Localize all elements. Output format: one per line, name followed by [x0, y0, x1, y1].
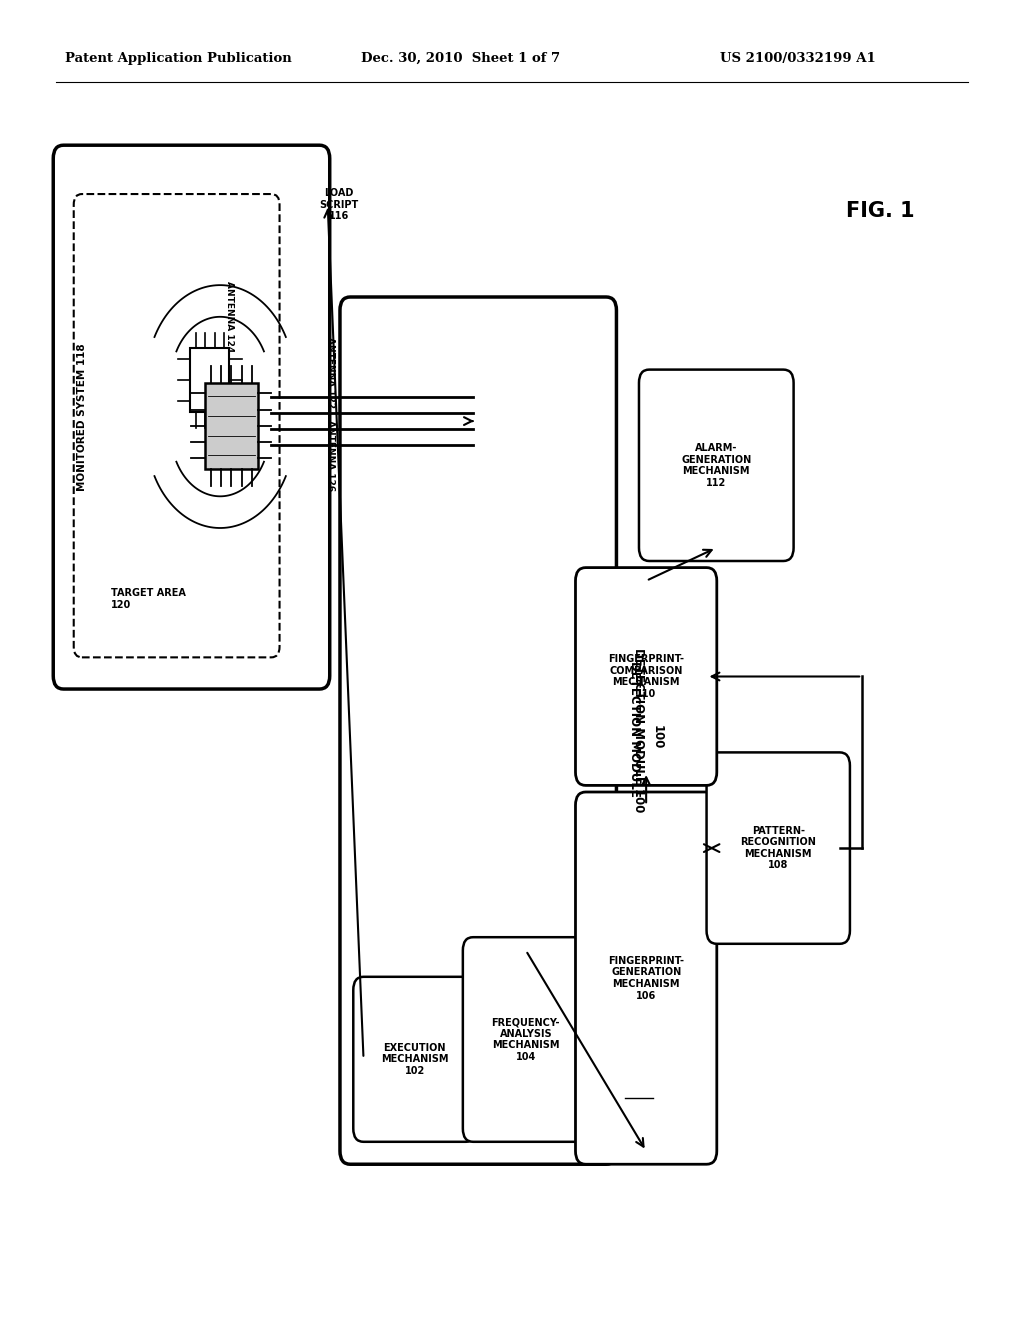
Text: FINGERPRINT-
GENERATION
MECHANISM
106: FINGERPRINT- GENERATION MECHANISM 106: [608, 956, 684, 1001]
Text: Dec. 30, 2010  Sheet 1 of 7: Dec. 30, 2010 Sheet 1 of 7: [361, 51, 560, 65]
Text: FREQUENCY-
ANALYSIS
MECHANISM
104: FREQUENCY- ANALYSIS MECHANISM 104: [492, 1018, 560, 1061]
FancyBboxPatch shape: [639, 370, 794, 561]
Text: ANTENNA 124: ANTENNA 124: [225, 281, 234, 352]
Text: TARGET AREA
120: TARGET AREA 120: [111, 589, 185, 610]
Text: Patent Application Publication: Patent Application Publication: [65, 51, 291, 65]
Text: ALARM-
GENERATION
MECHANISM
112: ALARM- GENERATION MECHANISM 112: [681, 444, 752, 487]
Text: FINGERPRINT-
COMPARISON
MECHANISM
110: FINGERPRINT- COMPARISON MECHANISM 110: [608, 655, 684, 698]
FancyBboxPatch shape: [575, 792, 717, 1164]
FancyBboxPatch shape: [353, 977, 476, 1142]
FancyBboxPatch shape: [53, 145, 330, 689]
Text: FIG. 1: FIG. 1: [846, 201, 915, 222]
Text: US 2100/0332199 A1: US 2100/0332199 A1: [720, 51, 876, 65]
FancyBboxPatch shape: [74, 194, 280, 657]
FancyBboxPatch shape: [463, 937, 589, 1142]
FancyBboxPatch shape: [575, 568, 717, 785]
Text: EXECUTION
MECHANISM
102: EXECUTION MECHANISM 102: [381, 1043, 449, 1076]
FancyBboxPatch shape: [707, 752, 850, 944]
Text: ANTENNA 126: ANTENNA 126: [326, 420, 335, 491]
Text: 100: 100: [651, 725, 664, 750]
Text: MONITORED SYSTEM 118: MONITORED SYSTEM 118: [77, 343, 87, 491]
Text: PATTERN-
RECOGNITION
MECHANISM
108: PATTERN- RECOGNITION MECHANISM 108: [740, 826, 816, 870]
FancyBboxPatch shape: [205, 383, 258, 469]
FancyBboxPatch shape: [340, 297, 616, 1164]
Text: ANTENNA 122: ANTENNA 122: [326, 337, 335, 408]
Text: LOAD
SCRIPT
116: LOAD SCRIPT 116: [319, 187, 358, 222]
Text: DETECTION MODULE: DETECTION MODULE: [629, 660, 641, 801]
Text: DETECTION MODULE 100: DETECTION MODULE 100: [633, 648, 645, 813]
FancyBboxPatch shape: [190, 348, 229, 412]
